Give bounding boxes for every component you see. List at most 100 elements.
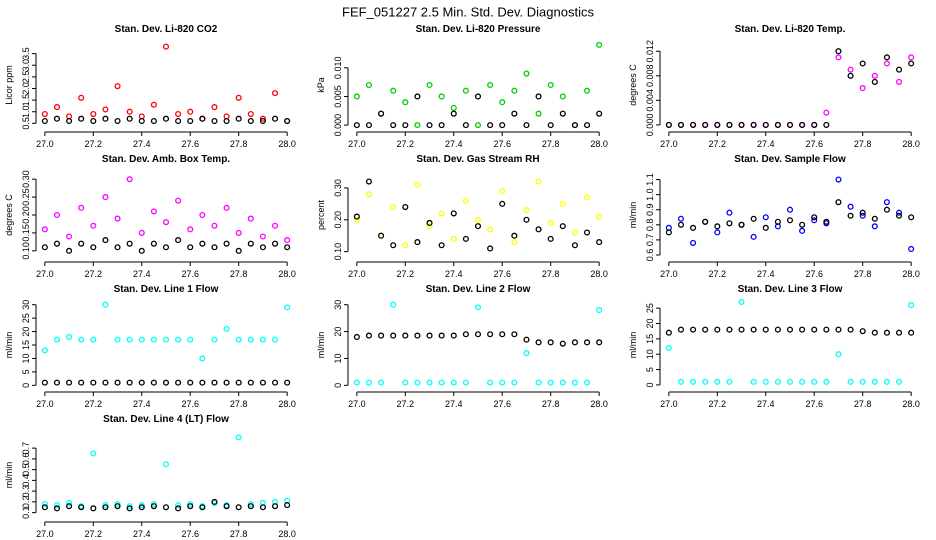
data-point [774,121,781,128]
data-point [487,245,494,252]
y-tick-label: 0.25 [21,188,31,206]
data-point [835,326,842,333]
x-tick-label: 27.4 [445,399,463,409]
x-tick-label: 27.6 [181,269,199,279]
data-point [223,240,230,247]
x-tick-label: 27.2 [709,399,727,409]
data-point [450,104,457,111]
x-tick-label: 27.4 [133,399,151,409]
data-point [41,500,48,508]
data-point [284,244,291,251]
data-point [414,93,421,100]
data-point [259,379,266,386]
data-point [786,217,794,224]
data-point [235,229,242,236]
data-point [523,336,530,343]
data-point [883,206,890,213]
data-point [284,117,291,125]
data-point [150,336,157,343]
y-tick-label: 0.012 [645,40,655,63]
y-tick-label: 0.20 [333,211,343,229]
y-tick-label: 10 [333,353,343,363]
data-point [78,336,85,343]
data-point [175,117,182,125]
data-point [762,214,769,221]
data-point [235,247,242,254]
data-point [114,83,121,90]
data-point [799,227,806,234]
data-point [90,336,97,343]
data-point [535,110,542,117]
panel-title: Stan. Dev. Li-820 CO2 [115,24,218,35]
data-point [150,117,157,125]
data-point [414,239,421,246]
data-point [187,226,194,233]
data-point [835,176,842,183]
x-tick-label: 27.6 [493,269,511,279]
data-point [535,379,542,386]
x-tick-label: 27.2 [85,529,103,539]
data-point [690,121,697,128]
y-tick-label: 0.2 [21,496,31,509]
y-tick-label: 30 [21,300,31,310]
data-point [438,242,445,249]
data-point [211,498,218,505]
data-point [823,378,830,385]
data-point [511,232,518,239]
data-point [259,336,266,343]
data-point [114,244,121,251]
data-point [426,379,433,386]
data-point [353,333,360,340]
y-tick-label: 0 [21,383,31,388]
data-point [895,209,903,216]
y-axis-label: percent [316,199,326,230]
data-point [883,329,890,336]
data-point [859,209,866,216]
data-point [353,216,360,223]
y-tick-label: 0.7 [645,234,655,247]
data-point [378,110,385,117]
data-point [583,87,591,94]
data-point [596,110,603,117]
data-point [523,350,530,357]
x-tick-label: 27.8 [542,399,560,409]
x-tick-label: 28.0 [278,269,296,279]
y-tick-label: 1.0 [645,188,655,201]
data-point [895,329,903,336]
y-tick-label: 25 [645,303,655,313]
y-tick-label: 0.5 [21,463,31,476]
data-point [487,226,494,233]
data-point [402,99,409,106]
y-axis-label: ml/min [4,332,14,359]
x-tick-label: 27.0 [36,269,54,279]
data-point [126,336,133,343]
data-point [823,326,830,333]
data-point [499,331,506,338]
data-point [677,215,685,222]
data-point [895,78,903,85]
data-point [438,332,445,339]
data-point [187,500,194,508]
data-point [786,121,794,128]
data-point [78,115,85,122]
x-tick-label: 27.0 [660,399,678,409]
data-point [414,379,421,386]
data-point [859,60,866,67]
y-tick-label: 20 [333,327,343,337]
data-point [859,212,866,219]
data-point [138,502,145,509]
data-point [247,111,254,118]
data-point [714,121,721,128]
data-point [774,378,781,385]
data-point [523,207,530,214]
data-point [559,379,566,386]
y-tick-label: 0.6 [21,453,31,466]
data-point [365,122,373,129]
x-tick-label: 27.4 [757,269,775,279]
panel-title: Stan. Dev. Gas Stream RH [416,154,539,165]
data-point [199,379,206,386]
data-point [402,203,409,211]
data-point [378,232,385,239]
data-point [871,215,878,222]
